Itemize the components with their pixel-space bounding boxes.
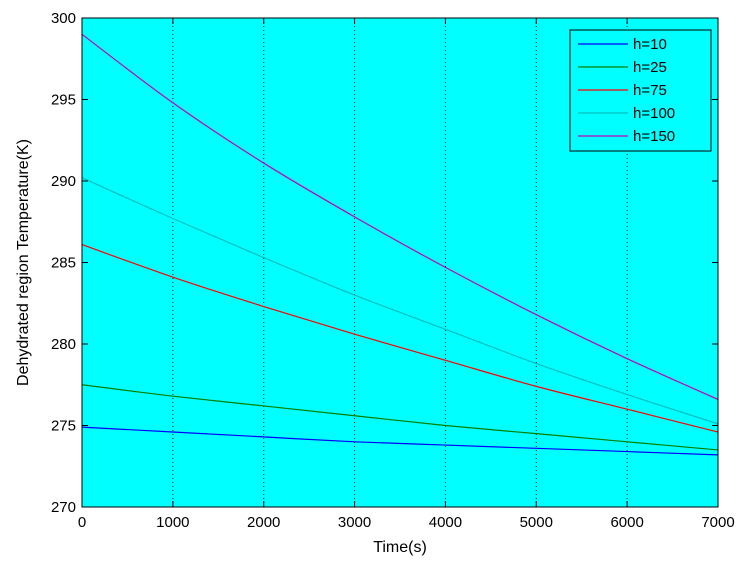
y-tick-label: 275 [51, 418, 76, 435]
axis-ticks: 0 1000 2000 3000 4000 5000 6000 7000 270 275 280 28… [51, 10, 735, 531]
x-tick-label: 4000 [429, 514, 462, 531]
x-tick-label: 3000 [338, 514, 371, 531]
y-tick-label: 290 [51, 173, 76, 190]
series-line-h-10 [81, 426, 719, 456]
series-line-h-25 [81, 384, 719, 451]
x-tick-label: 6000 [610, 514, 643, 531]
x-tick-label: 7000 [701, 514, 734, 531]
x-tick-label: 5000 [520, 514, 553, 531]
y-tick-label: 295 [51, 92, 76, 109]
y-tick-label: 285 [51, 255, 76, 272]
series-line-h-150 [81, 33, 719, 400]
legend-label: h=25 [633, 59, 667, 76]
y-tick-label: 270 [51, 499, 76, 516]
x-tick-label: 1000 [156, 514, 189, 531]
series-line-h-100 [81, 177, 719, 425]
y-axis-label: Dehydrated region Temperature(K) [15, 139, 32, 386]
y-tick-label: 280 [51, 336, 76, 353]
legend-label: h=10 [633, 36, 667, 53]
x-axis-label: Time(s) [373, 539, 427, 556]
y-tick-label: 300 [51, 10, 76, 27]
x-tick-label: 0 [78, 514, 86, 531]
grid-lines [172, 18, 628, 507]
series-lines [81, 33, 719, 456]
legend: h=10 h=25 h=75 h=100 h=150 [569, 29, 712, 152]
x-tick-label: 2000 [247, 514, 280, 531]
legend-label: h=150 [633, 128, 675, 145]
series-line-h-75 [81, 244, 719, 433]
legend-label: h=100 [633, 105, 675, 122]
legend-label: h=75 [633, 82, 667, 99]
